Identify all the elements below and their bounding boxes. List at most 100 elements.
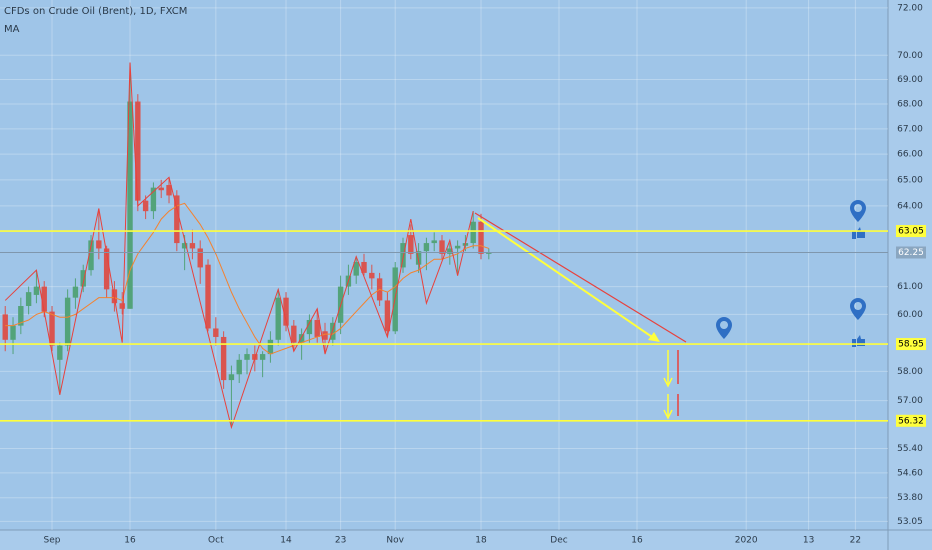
candle-body	[213, 328, 219, 337]
y-tick-label: 69.00	[897, 75, 923, 85]
candle-body	[486, 252, 492, 254]
x-tick-label: 23	[335, 536, 346, 546]
last-price-label: 62.25	[898, 248, 924, 258]
last-price-bg	[896, 246, 926, 259]
y-tick-label: 64.00	[897, 201, 923, 211]
pin-icon	[716, 317, 732, 339]
candle-body	[72, 286, 79, 298]
plot	[2, 62, 492, 430]
candle-body	[275, 297, 281, 340]
candle-body	[408, 235, 414, 254]
chart-title: CFDs on Crude Oil (Brent), 1D, FXCM	[4, 6, 187, 17]
candle-body	[447, 248, 453, 254]
arrow-head	[648, 332, 660, 342]
thumb-icon	[852, 227, 865, 239]
candle-body	[18, 306, 24, 326]
candle-body	[298, 334, 305, 343]
candle-body	[64, 297, 71, 346]
candle-body	[10, 325, 16, 340]
level-label-bg	[896, 414, 926, 427]
candle-body	[2, 314, 8, 340]
candle-body	[189, 243, 196, 249]
y-tick-label: 57.00	[897, 396, 923, 406]
candle-body	[197, 248, 203, 268]
candle-body	[283, 297, 289, 326]
candle-body	[205, 264, 211, 329]
drawings	[474, 200, 866, 420]
candle-body	[33, 286, 40, 295]
x-tick-label: Sep	[44, 536, 61, 546]
y-tick-label: 58.00	[897, 367, 923, 377]
candle-body	[57, 345, 63, 360]
pins	[716, 200, 866, 347]
candle-body	[174, 195, 180, 244]
y-tick-label: 65.00	[897, 175, 923, 185]
x-tick-label: Oct	[208, 536, 224, 546]
levels: 63.05 58.95 56.32 62.25	[0, 225, 926, 427]
candle-body	[150, 187, 157, 212]
candle-body	[322, 331, 328, 340]
y-tick-label: 53.80	[897, 493, 923, 503]
trend-line	[474, 212, 687, 343]
candle-body	[314, 320, 320, 337]
candle-body	[478, 221, 484, 254]
thumb-icon	[852, 335, 865, 347]
y-tick-label: 66.00	[897, 150, 923, 160]
candle-body	[244, 354, 250, 360]
ma-line	[5, 202, 489, 355]
x-tick-label: Nov	[386, 536, 404, 546]
time-axis-bg	[0, 530, 932, 550]
level-label-bg	[896, 338, 926, 351]
y-tick-label: 67.00	[897, 124, 923, 134]
candle-body	[181, 243, 188, 249]
candle-body	[259, 354, 266, 360]
y-tick-label: 54.60	[897, 468, 923, 478]
candle-body	[384, 300, 391, 332]
y-tick-label: 60.00	[897, 310, 923, 320]
price-axis-bg	[888, 0, 932, 550]
level-label: 58.95	[898, 340, 924, 350]
y-tick-label: 55.40	[897, 444, 923, 454]
candle-body	[166, 185, 172, 196]
y-tick-label: 53.05	[897, 517, 923, 527]
y-tick-label: 68.00	[897, 99, 923, 109]
candle-body	[431, 240, 437, 244]
candle-body	[353, 261, 359, 276]
candle-body	[423, 243, 430, 252]
y-tick-label: 70.00	[897, 51, 923, 61]
down-arrow-head	[663, 409, 673, 420]
candle-body	[306, 320, 313, 335]
candle-body	[470, 221, 476, 244]
x-tick-label: 22	[850, 536, 861, 546]
x-tick-label: 16	[124, 536, 136, 546]
candle-body	[158, 187, 164, 191]
candle-body	[41, 286, 47, 312]
candle-body	[220, 336, 227, 381]
candle-body	[135, 101, 141, 201]
candle-body	[80, 270, 86, 287]
candle-body	[25, 292, 32, 307]
x-tick-label: 13	[803, 536, 814, 546]
candle-body	[400, 243, 406, 268]
candle-body	[369, 272, 375, 279]
down-arrow-head	[663, 377, 673, 388]
candle-body	[267, 339, 274, 355]
candle-body	[103, 248, 110, 290]
candle-body	[415, 251, 422, 265]
candle-body	[291, 325, 297, 343]
x-tick-label: 18	[475, 536, 487, 546]
candle-body	[454, 245, 461, 249]
grid	[0, 0, 888, 530]
pin-icon	[850, 200, 866, 222]
level-label: 56.32	[898, 416, 924, 426]
level-label: 63.05	[898, 227, 924, 237]
candle-body	[439, 240, 445, 254]
candle-body	[236, 359, 242, 375]
y-tick-label: 61.00	[897, 282, 923, 292]
y-tick-label: 72.00	[897, 3, 923, 13]
indicator-label: MA	[4, 24, 20, 35]
candle-body	[119, 303, 125, 309]
candle-body	[88, 240, 94, 271]
